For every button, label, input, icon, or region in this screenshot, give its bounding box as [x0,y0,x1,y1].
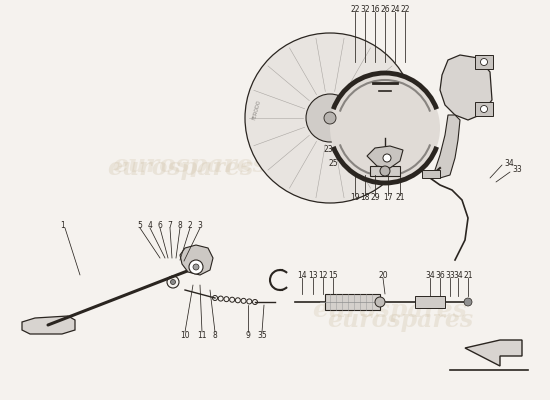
Text: 28: 28 [365,144,375,152]
Bar [370,166,400,176]
Text: 3: 3 [197,220,202,230]
Polygon shape [465,340,522,366]
Text: 13: 13 [308,270,318,280]
Circle shape [193,264,199,270]
Text: 35: 35 [257,330,267,340]
Circle shape [375,297,385,307]
Text: 22: 22 [350,6,360,14]
Text: 27: 27 [377,144,387,152]
Circle shape [383,154,391,162]
Text: 6: 6 [157,220,162,230]
Polygon shape [435,115,460,178]
Text: FERODO: FERODO [252,100,262,120]
Text: 34: 34 [425,270,435,280]
Text: 18: 18 [360,194,370,202]
Text: 19: 19 [350,194,360,202]
Text: 7: 7 [168,220,173,230]
Text: 36: 36 [435,270,445,280]
Circle shape [306,94,354,142]
Text: 12: 12 [318,270,328,280]
Bar [415,296,445,308]
Polygon shape [22,316,75,334]
Text: 21: 21 [395,194,405,202]
Text: 8: 8 [178,220,183,230]
Circle shape [481,106,487,112]
Text: 26: 26 [380,6,390,14]
Text: 16: 16 [370,6,380,14]
Text: 24: 24 [390,6,400,14]
Text: eurospares: eurospares [107,156,253,180]
Text: 20: 20 [378,270,388,280]
Circle shape [330,73,440,183]
Text: eurospares: eurospares [113,153,267,177]
Bar [325,294,380,310]
Text: 22: 22 [400,6,410,14]
Circle shape [189,260,203,274]
Polygon shape [180,245,213,275]
Text: 8: 8 [213,330,217,340]
Text: 17: 17 [383,194,393,202]
Text: 25: 25 [328,160,338,168]
Bar [422,170,440,178]
Text: eurospares: eurospares [327,308,473,332]
Polygon shape [367,146,403,168]
Text: 4: 4 [147,220,152,230]
Text: 23: 23 [323,146,333,154]
Text: 34: 34 [504,158,514,168]
Text: eurospares: eurospares [312,298,468,322]
Text: 34: 34 [453,270,463,280]
Text: 32: 32 [360,6,370,14]
Circle shape [464,298,472,306]
Text: 2: 2 [188,220,192,230]
Bar [475,102,493,116]
Circle shape [245,33,415,203]
Text: 10: 10 [180,330,190,340]
Text: 33: 33 [512,166,522,174]
Circle shape [481,58,487,66]
Text: 30: 30 [389,144,399,152]
Text: 1: 1 [60,220,65,230]
Text: 14: 14 [297,270,307,280]
Circle shape [170,280,175,284]
Text: 11: 11 [197,330,207,340]
Bar [475,55,493,69]
Circle shape [324,112,336,124]
Text: 29: 29 [370,194,380,202]
Text: 33: 33 [445,270,455,280]
Text: 21: 21 [463,270,473,280]
Circle shape [380,166,390,176]
Text: 9: 9 [245,330,250,340]
Text: 15: 15 [328,270,338,280]
Polygon shape [440,55,492,120]
Text: 5: 5 [138,220,142,230]
